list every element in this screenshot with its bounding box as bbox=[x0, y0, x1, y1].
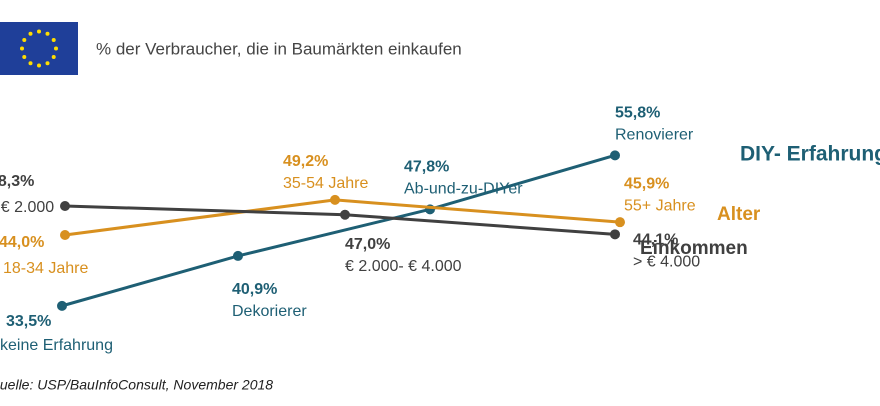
category-label: > € 4.000 bbox=[633, 254, 700, 271]
value-label: 55,8% bbox=[615, 105, 660, 122]
star bbox=[51, 38, 56, 42]
category-label: 55+ Jahre bbox=[624, 197, 696, 214]
value-label: 44,1% bbox=[633, 232, 678, 249]
category-label: € 2.000- € 4.000 bbox=[345, 258, 462, 275]
value-label: 49,2% bbox=[283, 153, 328, 170]
category-label: < € 2.000 bbox=[0, 199, 54, 216]
point bbox=[340, 209, 350, 220]
series-name: Einkommen bbox=[640, 238, 748, 259]
category-label: keine Erfahrung bbox=[0, 337, 113, 354]
point bbox=[330, 194, 340, 205]
point bbox=[615, 217, 625, 228]
source: Quelle: USP/BauInfoConsult, November 201… bbox=[0, 377, 273, 393]
value-label: 47,0% bbox=[345, 236, 390, 253]
star bbox=[22, 38, 27, 42]
point bbox=[57, 300, 67, 311]
eu-flag bbox=[0, 22, 78, 75]
series-name: DIY- Erfahrung bbox=[740, 143, 880, 166]
star bbox=[54, 46, 58, 51]
point bbox=[610, 150, 620, 161]
category-label: Dekorierer bbox=[232, 303, 307, 320]
category-label: 35-54 Jahre bbox=[283, 175, 368, 192]
value-label: 45,9% bbox=[624, 175, 669, 192]
point bbox=[233, 250, 243, 261]
star bbox=[22, 55, 27, 59]
series-name: Alter bbox=[717, 204, 761, 225]
value-label: 47,8% bbox=[404, 159, 449, 176]
value-label: 33,5% bbox=[6, 313, 51, 330]
value-label: 44,0% bbox=[0, 234, 44, 251]
category-label: 18-34 Jahre bbox=[3, 260, 88, 277]
value-label: 40,9% bbox=[232, 281, 277, 298]
star bbox=[51, 55, 56, 59]
category-label: Renovierer bbox=[615, 127, 694, 144]
star bbox=[28, 61, 33, 66]
star bbox=[45, 61, 50, 66]
point bbox=[610, 229, 620, 240]
star bbox=[45, 31, 50, 36]
point bbox=[60, 230, 70, 240]
star bbox=[20, 46, 24, 51]
point bbox=[60, 200, 70, 211]
star bbox=[37, 63, 41, 68]
line bbox=[61, 153, 616, 308]
value-label: 48,3% bbox=[0, 173, 34, 190]
star bbox=[37, 29, 41, 34]
chart-title: % der Verbraucher, die in Baumärkten ein… bbox=[96, 39, 462, 58]
star bbox=[28, 31, 33, 36]
category-label: Ab-und-zu-DIYer bbox=[404, 181, 523, 198]
